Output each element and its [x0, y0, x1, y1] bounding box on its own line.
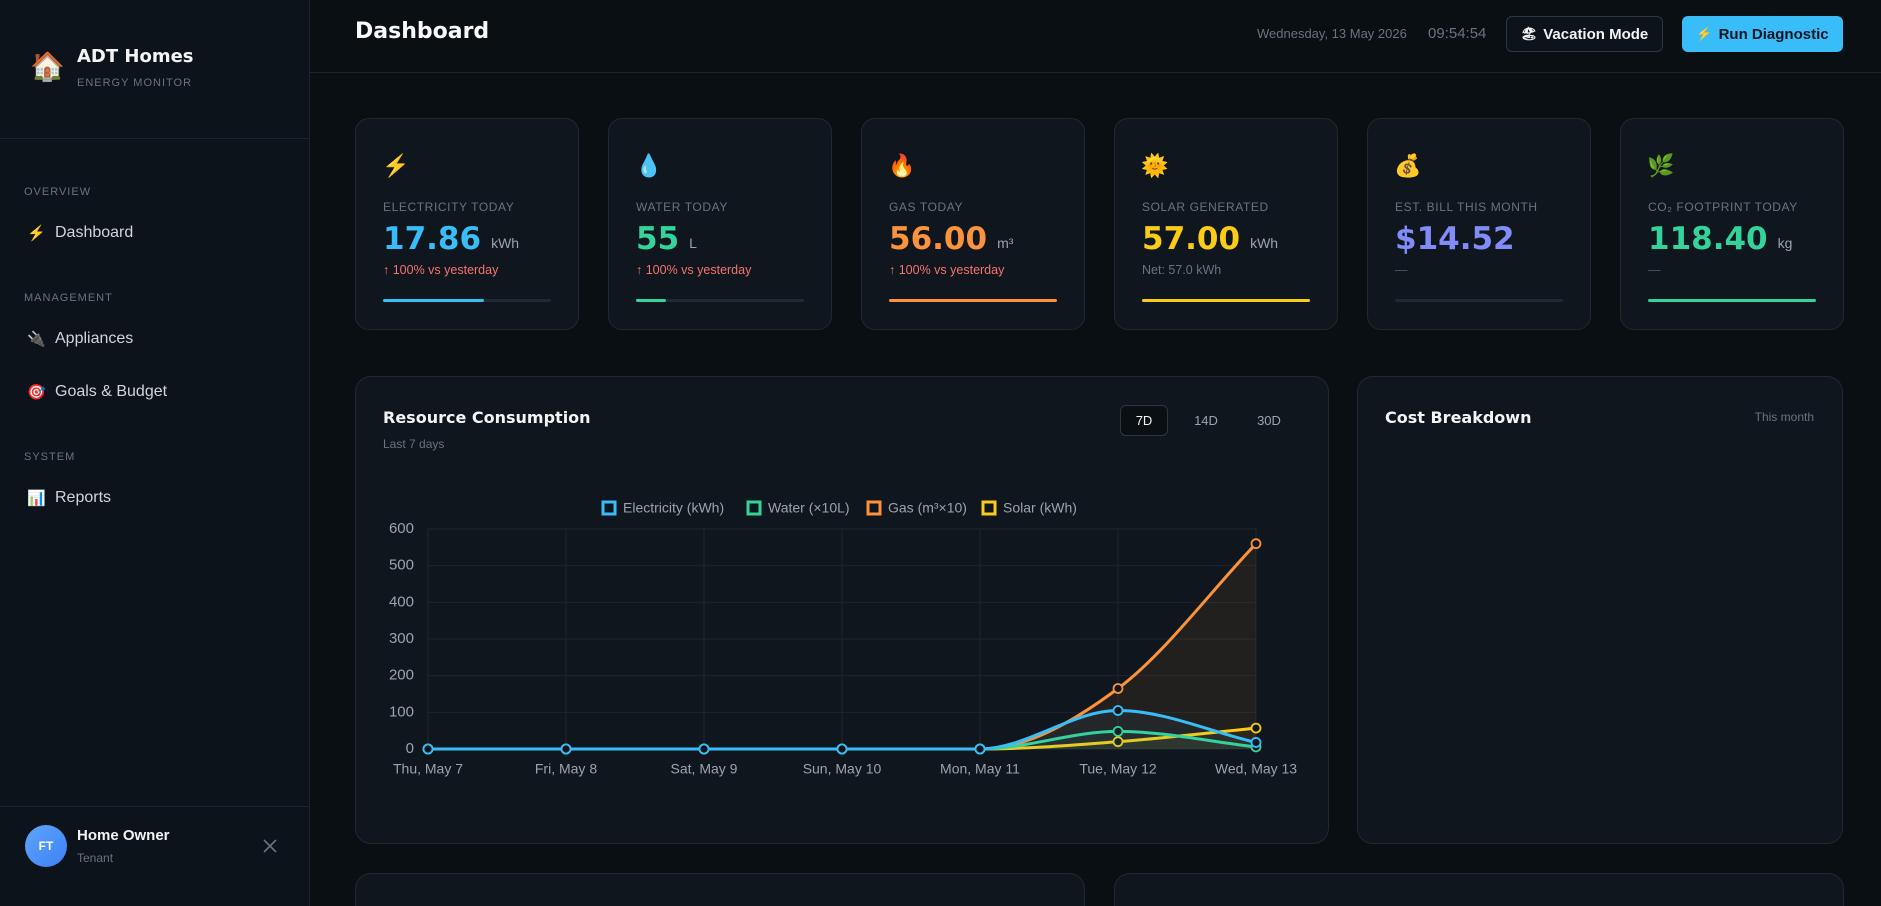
progress-bar: [889, 299, 1057, 302]
chart-subtitle: Last 7 days: [383, 437, 445, 451]
nav-icon: 🎯: [27, 384, 46, 401]
stat-label: GAS TODAY: [889, 200, 964, 214]
stat-unit: kg: [1777, 235, 1793, 251]
progress-track: [636, 299, 804, 302]
divider: [0, 806, 309, 807]
close-button[interactable]: [260, 836, 280, 856]
stat-icon: ⚡: [382, 153, 410, 178]
button-icon: ⚡: [1696, 26, 1713, 41]
stat-value: $14.52: [1395, 221, 1515, 257]
stat-note: ↑ 100% vs yesterday: [889, 263, 1005, 277]
panel: [355, 376, 1329, 844]
stat-note: ↑ 100% vs yesterday: [383, 263, 499, 277]
stat-value: 118.40: [1648, 221, 1768, 257]
stat-unit: kWh: [491, 235, 520, 251]
range-button[interactable]: 14D: [1194, 413, 1218, 428]
time: 09:54:54: [1428, 25, 1487, 42]
user-role: Tenant: [77, 851, 114, 865]
chart-title: Cost Breakdown: [1385, 408, 1532, 427]
stat-icon: 🌞: [1141, 153, 1169, 178]
date: Wednesday, 13 May 2026: [1257, 26, 1407, 41]
avatar: FT: [25, 825, 67, 867]
stat-value: 55: [636, 221, 680, 257]
sidebar: [0, 0, 310, 906]
tagline: ENERGY MONITOR: [77, 77, 193, 89]
nav-item[interactable]: Dashboard: [55, 224, 134, 241]
nav-icon: 📊: [27, 490, 46, 507]
stat-label: CO₂ FOOTPRINT TODAY: [1648, 200, 1798, 214]
range-button[interactable]: 30D: [1257, 413, 1281, 428]
progress-bar: [636, 299, 667, 302]
stat-card: 💰 EST. BILL THIS MONTH $14.52 —: [1367, 118, 1591, 330]
stat-value: 56.00: [889, 221, 988, 257]
stat-icon: 🌿: [1647, 153, 1675, 178]
panel: [355, 873, 1085, 906]
nav-icon: ⚡: [27, 225, 46, 242]
progress-bar: [383, 299, 484, 302]
nav-section: MANAGEMENT: [24, 292, 113, 304]
stat-card: 🌿 CO₂ FOOTPRINT TODAY 118.40 kg —: [1620, 118, 1844, 330]
panel: [1114, 873, 1844, 906]
stat-note: ↑ 100% vs yesterday: [636, 263, 752, 277]
stat-note: —: [1395, 263, 1408, 277]
stat-label: WATER TODAY: [636, 200, 728, 214]
header-button[interactable]: ⚡ Run Diagnostic: [1682, 16, 1843, 52]
progress-bar: [1648, 299, 1816, 302]
stat-card: 🔥 GAS TODAY 56.00 m³ ↑ 100% vs yesterday: [861, 118, 1085, 330]
button-label: Run Diagnostic: [1718, 25, 1829, 43]
panel: [1357, 376, 1843, 844]
nav-section: SYSTEM: [24, 451, 76, 463]
stat-icon: 🔥: [888, 153, 916, 178]
logo-icon: 🏠: [30, 51, 65, 82]
nav-item[interactable]: Reports: [55, 489, 112, 506]
stat-label: EST. BILL THIS MONTH: [1395, 200, 1538, 214]
header-button[interactable]: 🏖 Vacation Mode: [1506, 16, 1663, 52]
stat-card: 🌞 SOLAR GENERATED 57.00 kWh Net: 57.0 kWh: [1114, 118, 1338, 330]
stat-card: ⚡ ELECTRICITY TODAY 17.86 kWh ↑ 100% vs yest…: [355, 118, 579, 330]
progress-bar: [1142, 299, 1310, 302]
stat-card: 💧 WATER TODAY 55 L ↑ 100% vs yesterday: [608, 118, 832, 330]
stat-value: 57.00: [1142, 221, 1241, 257]
stat-icon: 💰: [1394, 153, 1422, 178]
button-icon: 🏖: [1520, 26, 1538, 41]
stat-unit: kWh: [1250, 235, 1279, 251]
chart-subtitle: This month: [1754, 410, 1814, 424]
stat-label: ELECTRICITY TODAY: [383, 200, 515, 214]
stat-icon: 💧: [635, 153, 663, 178]
nav-icon: 🔌: [27, 331, 46, 348]
page-title: Dashboard: [355, 19, 490, 44]
progress-track: [1395, 299, 1563, 302]
button-label: Vacation Mode: [1543, 25, 1649, 43]
brand: ADT Homes: [77, 46, 194, 67]
range-button[interactable]: 7D: [1120, 405, 1168, 436]
nav-section: OVERVIEW: [24, 186, 92, 198]
stat-label: SOLAR GENERATED: [1142, 200, 1269, 214]
stat-note: —: [1648, 263, 1661, 277]
stat-unit: m³: [997, 235, 1014, 251]
nav-item[interactable]: Appliances: [55, 330, 134, 347]
chart-title: Resource Consumption: [383, 408, 591, 427]
stat-unit: L: [689, 235, 697, 251]
stat-note: Net: 57.0 kWh: [1142, 263, 1222, 277]
nav-item[interactable]: Goals & Budget: [55, 383, 168, 400]
divider: [0, 138, 309, 139]
stat-value: 17.86: [383, 221, 482, 257]
header-divider: [310, 72, 1881, 73]
user-name: Home Owner: [77, 827, 170, 844]
